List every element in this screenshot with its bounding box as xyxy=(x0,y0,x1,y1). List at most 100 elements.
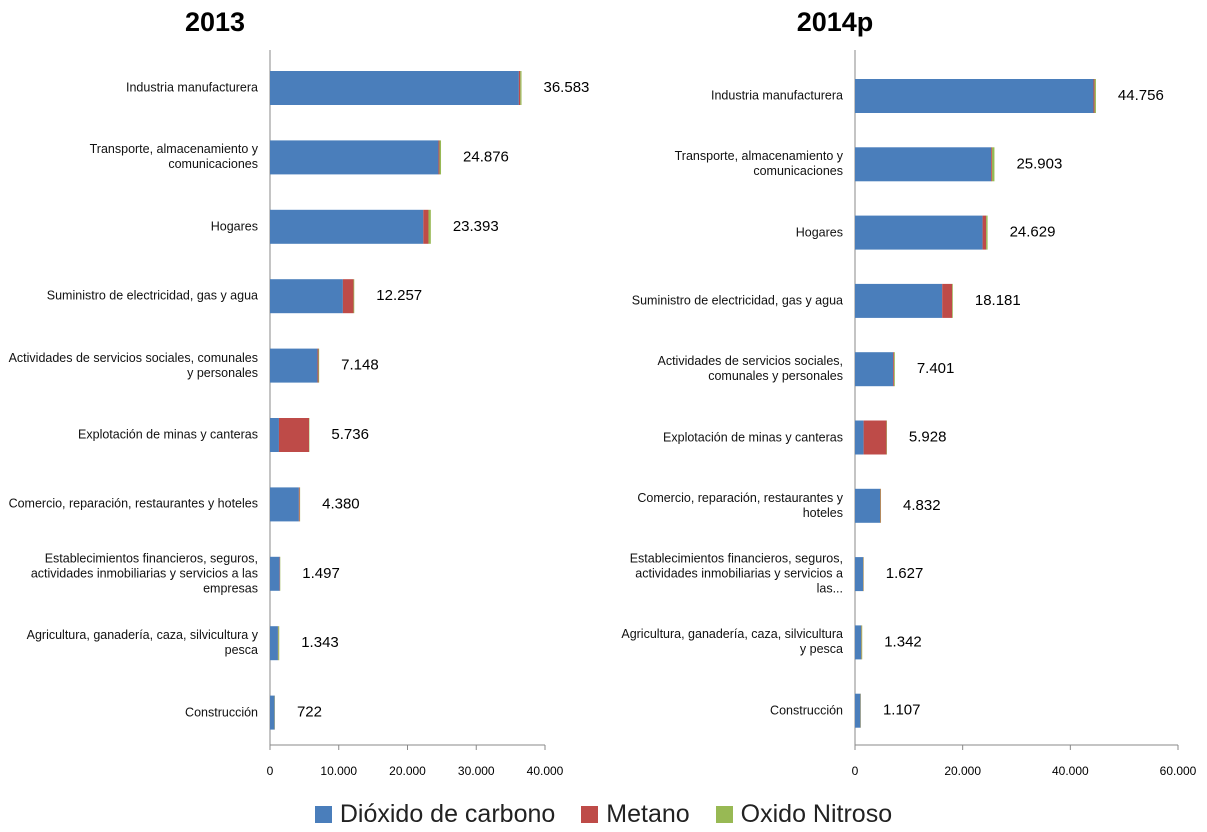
category-label: Transporte, almacenamiento y comunicacio… xyxy=(674,149,843,179)
x-tick-label: 10.000 xyxy=(320,764,357,778)
bar-segment xyxy=(855,215,983,250)
total-label: 44.756 xyxy=(1118,87,1164,104)
total-label: 722 xyxy=(297,704,322,721)
bar-segment xyxy=(855,147,992,182)
bar-segment xyxy=(952,283,953,318)
total-label: 1.342 xyxy=(884,633,922,650)
bar-segment xyxy=(518,71,521,105)
legend-item: Dióxido de carbono xyxy=(314,800,556,829)
bar-segment xyxy=(353,279,355,314)
bar-segment xyxy=(855,79,1094,113)
legend-item: Oxido Nitroso xyxy=(715,800,893,829)
category-label: Suministro de electricidad, gas y agua xyxy=(46,288,258,303)
x-tick-label: 60.000 xyxy=(1160,764,1197,778)
bar-segment xyxy=(1094,79,1096,113)
total-label: 7.148 xyxy=(341,357,379,374)
bar-segment xyxy=(318,348,320,383)
total-label: 4.380 xyxy=(322,495,360,512)
bar-segment xyxy=(342,279,354,314)
x-tick-label: 20.000 xyxy=(944,764,981,778)
total-label: 5.928 xyxy=(909,428,947,445)
bar-segment xyxy=(855,352,894,387)
chart-title: 2014p xyxy=(797,7,874,37)
total-label: 4.832 xyxy=(903,497,941,514)
x-tick-label: 40.000 xyxy=(1052,764,1089,778)
category-label: Establecimientos financieros, seguros, a… xyxy=(629,551,843,596)
bar-segment xyxy=(270,279,343,314)
total-label: 24.629 xyxy=(1010,224,1056,241)
category-label: Hogares xyxy=(795,225,843,240)
legend-swatch xyxy=(581,806,599,823)
category-label: Industria manufacturera xyxy=(125,80,258,95)
chart-title: 2013 xyxy=(185,7,245,37)
total-label: 5.736 xyxy=(331,426,369,443)
bar-segment xyxy=(863,420,887,455)
bar-segment xyxy=(855,625,862,660)
bar-segment xyxy=(855,420,864,455)
category-label: Comercio, reparación, restaurantes y hot… xyxy=(637,490,843,520)
x-tick-label: 0 xyxy=(267,764,274,778)
total-label: 1.627 xyxy=(886,565,924,582)
total-label: 7.401 xyxy=(917,360,955,377)
legend-label: Oxido Nitroso xyxy=(740,800,893,828)
legend: Dióxido de carbono Metano Oxido Nitroso xyxy=(0,800,1207,829)
total-label: 18.181 xyxy=(975,292,1021,309)
total-label: 36.583 xyxy=(544,79,590,96)
bar-segment xyxy=(270,626,278,661)
category-label: Actividades de servicios sociales, comun… xyxy=(657,354,844,384)
total-label: 24.876 xyxy=(463,148,509,165)
bar-segment xyxy=(855,557,864,592)
bar-segment xyxy=(270,487,299,522)
bar-segment xyxy=(520,71,522,105)
category-label: Construcción xyxy=(185,705,258,720)
bar-segment xyxy=(942,283,953,318)
category-label: Explotación de minas y canteras xyxy=(663,430,843,444)
category-label: Agricultura, ganadería, caza, silvicultu… xyxy=(621,627,843,657)
bar-segment xyxy=(270,695,275,730)
bar-segment xyxy=(270,348,318,383)
bar-segment xyxy=(317,348,319,383)
category-label: Suministro de electricidad, gas y agua xyxy=(631,293,843,308)
category-label: Construcción xyxy=(770,703,843,718)
bar-segment xyxy=(861,625,863,660)
bar-segment xyxy=(428,209,431,244)
total-label: 1.343 xyxy=(301,634,339,651)
bar-segment xyxy=(298,487,300,522)
bar-segment xyxy=(270,418,279,452)
bar-segment xyxy=(982,215,987,250)
category-label: Industria manufacturera xyxy=(710,88,843,103)
bar-segment xyxy=(855,693,861,728)
bar-segment xyxy=(992,147,995,182)
x-tick-label: 0 xyxy=(852,764,859,778)
total-label: 23.393 xyxy=(453,218,499,235)
x-tick-label: 40.000 xyxy=(527,764,564,778)
bar-segment xyxy=(1093,79,1095,113)
legend-label: Metano xyxy=(606,800,690,828)
total-label: 1.107 xyxy=(883,702,921,719)
legend-item: Metano xyxy=(581,800,690,829)
legend-label: Dióxido de carbono xyxy=(339,800,556,828)
bar-segment xyxy=(270,71,519,105)
bar-segment xyxy=(438,140,440,175)
total-label: 25.903 xyxy=(1016,155,1062,172)
total-label: 12.257 xyxy=(376,287,422,304)
bar-segment xyxy=(278,626,280,661)
bar-segment xyxy=(270,556,280,591)
bar-segment xyxy=(893,352,895,387)
bar-segment xyxy=(270,209,424,244)
legend-swatch xyxy=(715,806,733,823)
category-label: Transporte, almacenamiento y comunicacio… xyxy=(89,142,258,172)
bar-segment xyxy=(894,352,895,387)
bar-segment xyxy=(439,140,442,175)
category-label: Hogares xyxy=(210,219,258,234)
bar-segment xyxy=(423,209,429,244)
bar-segment xyxy=(880,488,881,523)
category-label: Establecimientos financieros, seguros, a… xyxy=(30,551,258,596)
bar-segment xyxy=(855,283,943,318)
category-label: Explotación de minas y canteras xyxy=(78,427,258,442)
bar-segment xyxy=(278,418,310,452)
total-label: 1.497 xyxy=(302,565,340,582)
bar-segment xyxy=(991,147,993,182)
bar-segment xyxy=(270,140,439,175)
